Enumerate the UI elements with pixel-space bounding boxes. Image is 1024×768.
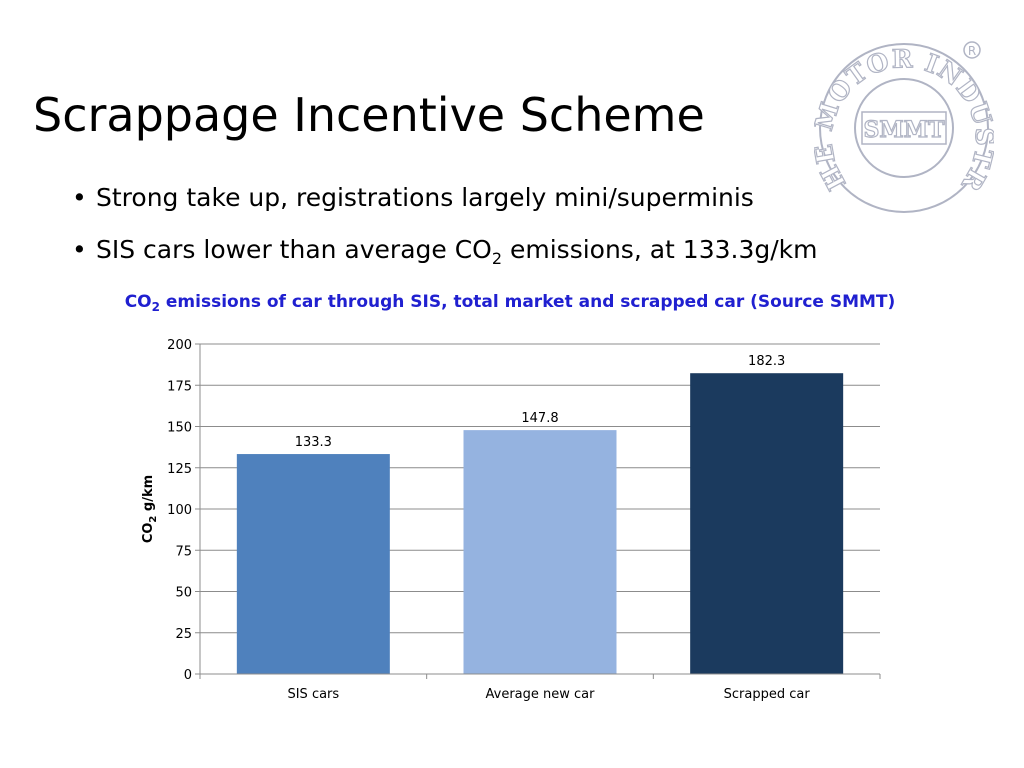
x-tick-label: Scrapped car [724,687,811,702]
bar [463,430,617,674]
smmt-logo: THE MOTOR INDUSTRY SMMT R [814,36,994,213]
y-tick-label: 150 [167,421,192,436]
y-tick-label: 50 [175,586,192,601]
data-label: 133.3 [295,435,332,450]
bullet-text-post: emissions, at 133.3g/km [502,235,818,264]
chart-title-subscript: 2 [151,300,160,314]
bar [236,454,390,674]
y-tick-label: 175 [167,379,192,394]
bullet-text-pre: SIS cars lower than average CO [96,235,492,264]
bullet-dot-icon: • [72,183,87,212]
data-label: 147.8 [521,411,558,426]
bullet-list: • Strong take up, registrations largely m… [72,180,818,284]
chart-title: CO2 emissions of car through SIS, total … [0,292,1020,314]
x-tick-label: Average new car [486,687,596,702]
y-tick-label: 75 [175,544,192,559]
y-tick-label: 25 [175,627,192,642]
bullet-text-subscript: 2 [491,249,503,268]
bar-chart: 0 25 50 75 100 125 150 175 200 133.3 SIS cars 147.… [141,338,881,702]
bullet-item: • SIS cars lower than average CO2 emissio… [72,232,818,284]
y-axis-label-pre: CO [141,523,156,544]
logo-center-text: SMMT [864,117,946,143]
slide-title: Scrappage Incentive Scheme [33,88,705,142]
data-label: 182.3 [748,354,785,369]
bar [690,373,844,674]
y-tick-label: 200 [167,338,192,353]
chart-title-post: emissions of car through SIS, total mark… [159,292,896,312]
y-tick-label: 100 [167,503,192,518]
y-axis-label-post: g/km [141,475,156,516]
y-axis-label: CO2 g/km [141,475,159,543]
x-tick-label: SIS cars [287,687,339,702]
y-axis-label-subscript: 2 [148,516,159,523]
bullet-text: Strong take up, registrations largely mi… [96,183,754,212]
y-tick-label: 0 [184,668,192,683]
bullet-dot-icon: • [72,235,87,264]
chart-title-pre: CO [124,292,152,312]
bullet-item: • Strong take up, registrations largely m… [72,180,818,232]
registered-mark-text: R [968,44,976,58]
y-tick-label: 125 [167,462,192,477]
registered-mark-icon [963,41,981,59]
